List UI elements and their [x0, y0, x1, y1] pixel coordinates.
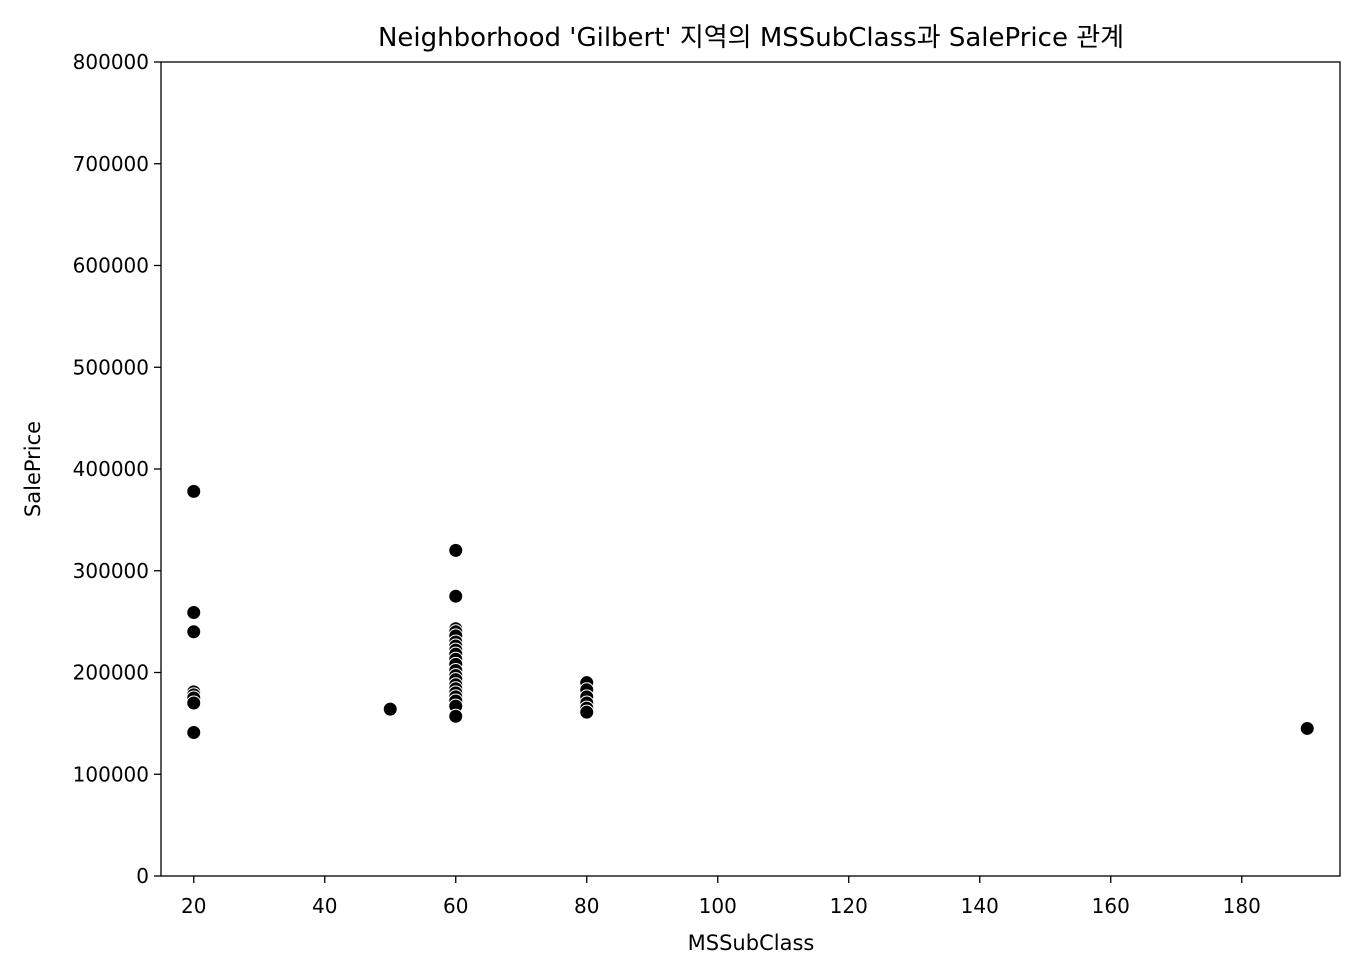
- y-tick-label: 0: [136, 864, 149, 888]
- y-tick-label: 400000: [73, 457, 149, 481]
- data-points: [186, 483, 1315, 741]
- y-tick-label: 300000: [73, 559, 149, 583]
- x-tick-label: 180: [1223, 894, 1261, 918]
- data-point: [448, 708, 464, 724]
- y-tick-label: 600000: [73, 254, 149, 278]
- data-point: [186, 725, 202, 741]
- data-point: [579, 704, 595, 720]
- x-tick-label: 20: [181, 894, 206, 918]
- x-tick-label: 80: [574, 894, 599, 918]
- x-tick-label: 60: [443, 894, 468, 918]
- y-tick-label: 100000: [73, 762, 149, 786]
- plot-frame: [160, 61, 1341, 877]
- y-tick-label: 200000: [73, 661, 149, 685]
- x-tick-label: 120: [830, 894, 868, 918]
- y-tick-label: 700000: [73, 152, 149, 176]
- data-point: [186, 624, 202, 640]
- data-point: [382, 701, 398, 717]
- x-tick-label: 100: [699, 894, 737, 918]
- x-tick-label: 140: [961, 894, 999, 918]
- x-tick-label: 160: [1092, 894, 1130, 918]
- y-tick-label: 500000: [73, 355, 149, 379]
- y-axis-title: SalePrice: [21, 421, 45, 517]
- data-point: [186, 483, 202, 499]
- y-axis-ticks: 0 100000 200000 300000 400000 500000 600000 700…: [73, 50, 161, 888]
- x-axis-ticks: 20 40 60 80 100 120 140 160 180: [181, 876, 1261, 918]
- x-tick-label: 40: [312, 894, 337, 918]
- y-tick-label: 800000: [73, 50, 149, 74]
- chart-title: Neighborhood 'Gilbert' 지역의 MSSubClass과 S…: [378, 23, 1124, 53]
- data-point: [448, 588, 464, 604]
- data-point: [186, 695, 202, 711]
- x-axis-title: MSSubClass: [688, 931, 815, 955]
- data-point: [1299, 720, 1315, 736]
- data-point: [448, 542, 464, 558]
- data-point: [186, 604, 202, 620]
